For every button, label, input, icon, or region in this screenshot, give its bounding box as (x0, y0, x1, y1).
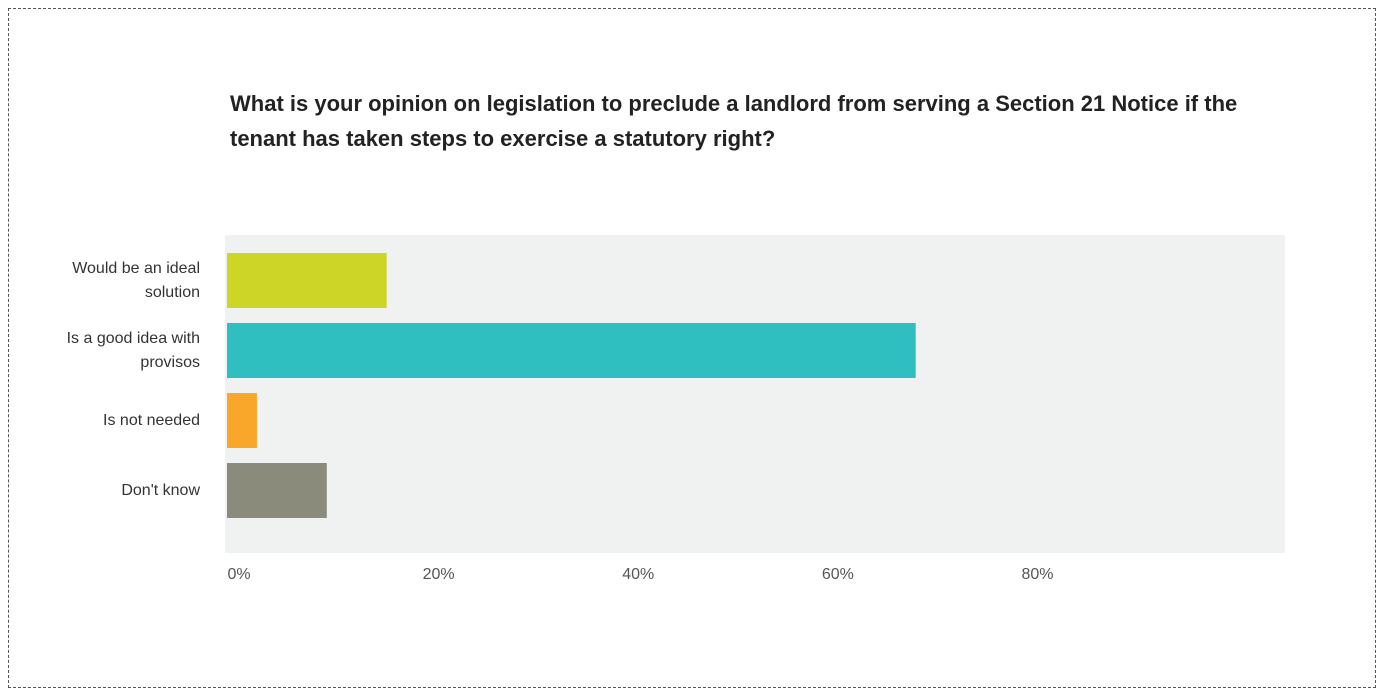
y-tick-label: Don't know (121, 481, 200, 499)
bar (227, 463, 327, 518)
chart-title: What is your opinion on legislation to p… (230, 91, 1238, 151)
x-tick-label: 60% (821, 566, 854, 583)
y-tick-label: Is a good idea with provisos (66, 329, 200, 371)
y-tick-label: Is not needed (103, 411, 200, 429)
bar (227, 253, 387, 308)
x-tick-label: 20% (422, 566, 455, 583)
bar (227, 393, 257, 448)
x-tick-label: 40% (622, 566, 655, 583)
x-tick-label: 80% (1021, 566, 1054, 583)
y-tick-label: Would be an ideal solution (72, 259, 200, 301)
plot-background (225, 235, 1285, 553)
bar (227, 323, 916, 378)
x-tick-label: 0% (227, 566, 251, 583)
